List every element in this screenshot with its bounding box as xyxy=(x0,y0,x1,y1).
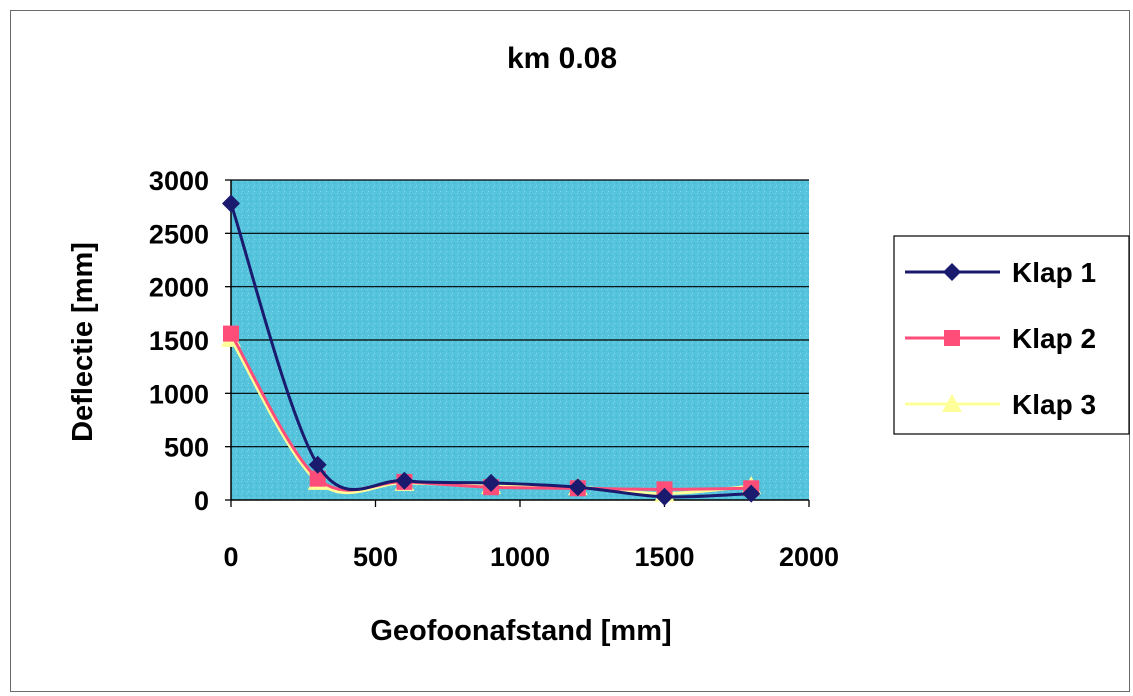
y-tick-label: 2000 xyxy=(149,273,209,303)
series-klap-1 xyxy=(222,194,761,506)
legend-marker xyxy=(942,394,962,412)
data-point xyxy=(223,325,239,342)
data-point xyxy=(308,455,327,474)
data-point xyxy=(568,478,587,497)
legend-label: Klap 1 xyxy=(1012,257,1096,288)
tick-labels: 0 500 1000 1500 2000 2500 3000 0 500 1000 1500 2000 xyxy=(149,166,839,572)
grid-lines xyxy=(231,179,809,448)
series-group xyxy=(221,194,762,506)
x-tick-label: 0 xyxy=(223,542,238,572)
y-tick-label: 1000 xyxy=(149,379,209,409)
legend-marker xyxy=(944,330,960,346)
data-point xyxy=(222,194,240,213)
y-tick-label: 500 xyxy=(164,433,209,463)
data-point xyxy=(655,487,674,506)
data-point xyxy=(482,473,501,492)
x-tick-label: 2000 xyxy=(779,542,839,572)
legend-box xyxy=(893,235,1130,435)
y-tick-label: 0 xyxy=(194,486,209,516)
data-point xyxy=(309,470,326,487)
x-tick-label: 1500 xyxy=(634,542,694,572)
y-tick-label: 3000 xyxy=(149,166,209,196)
x-axis-label: Geofoonafstand [mm] xyxy=(370,615,671,647)
y-tick-label: 1500 xyxy=(149,326,209,356)
data-point xyxy=(742,484,761,503)
y-tick-label: 2500 xyxy=(149,219,209,249)
legend: Klap 1 Klap 2 Klap 3 xyxy=(893,235,1130,435)
chart-title: km 0.08 xyxy=(507,42,617,75)
data-point xyxy=(395,471,414,490)
y-axis-label: Deflectie [mm] xyxy=(67,242,99,442)
legend-marker xyxy=(943,263,961,281)
legend-label: Klap 2 xyxy=(1012,323,1096,354)
x-tick-label: 1000 xyxy=(490,542,550,572)
x-tick-label: 500 xyxy=(353,542,398,572)
legend-label: Klap 3 xyxy=(1012,389,1096,420)
